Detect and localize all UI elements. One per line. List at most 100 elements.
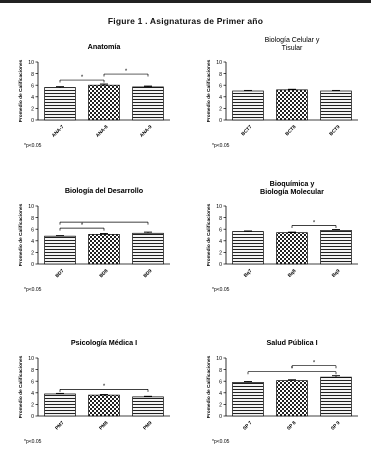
chart-anatomia: Anatomía 0 2 4 6 8 10 Promedio de Calificacione… [4, 38, 180, 156]
bar-ana-8 [89, 85, 120, 120]
chart-title: Biología del Desarrollo [65, 186, 144, 195]
y-tick-label: 10 [216, 60, 222, 66]
bar-sp-7 [233, 382, 264, 416]
y-tick-label: 0 [31, 262, 34, 268]
page-top-edge [0, 0, 371, 8]
x-tick-label: SP 9 [330, 420, 342, 432]
y-axis-label: Promedio de Calificaciones [206, 355, 212, 418]
y-tick-label: 4 [31, 95, 34, 101]
y-tick-label: 2 [219, 403, 222, 409]
x-tick-label: BD8 [98, 268, 109, 279]
chart-title: Psicología Médica I [71, 338, 137, 347]
chart-title-line: Tisular [282, 45, 303, 52]
x-tick-label: SP 7 [242, 420, 254, 432]
y-tick-label: 10 [216, 204, 222, 210]
chart-title: Anatomía [88, 42, 122, 51]
y-tick-label: 8 [31, 216, 34, 222]
x-tick-label: BCT9 [328, 124, 341, 137]
x-tick-label: BD7 [54, 268, 65, 279]
figure-title: Figure 1 . Asignaturas de Primer año [0, 16, 371, 26]
bar-pm8 [89, 395, 120, 416]
y-tick-label: 2 [219, 107, 222, 113]
x-tick-label: PM9 [142, 420, 153, 431]
y-axis-label: Promedio de Calificaciones [206, 203, 212, 266]
x-tick-label: Bq7 [243, 268, 254, 279]
chart-title-line: Biología del Desarrollo [65, 186, 144, 195]
footnote: *p<0.05 [212, 143, 230, 149]
x-tick-label: Bq8 [287, 268, 298, 279]
x-tick-label: PM8 [98, 420, 109, 431]
y-tick-label: 10 [28, 60, 34, 66]
y-tick-label: 2 [31, 403, 34, 409]
chart-title-line: Biología Molecular [260, 187, 324, 196]
y-tick-label: 10 [216, 356, 222, 362]
y-tick-label: 4 [219, 95, 222, 101]
bar-sp-8 [277, 381, 308, 416]
y-tick-label: 0 [31, 414, 34, 420]
y-tick-label: 0 [219, 262, 222, 268]
y-tick-label: 10 [28, 356, 34, 362]
chart-title-line: Psicología Médica I [71, 338, 137, 347]
x-tick-label: Bq9 [331, 268, 342, 279]
chart-title: Bioquímica y Biología Molecular [260, 179, 324, 196]
bar-sp-9 [321, 377, 352, 416]
y-tick-label: 6 [31, 83, 34, 89]
bar-bd9 [133, 233, 164, 264]
chart-salud-publica: Salud Pública I 0 2 4 6 8 10 Promedio de Califi… [192, 334, 368, 460]
bar-ana-9 [133, 87, 164, 120]
footnote: *p<0.05 [24, 143, 42, 149]
bar-bq9 [321, 230, 352, 264]
y-tick-label: 0 [31, 118, 34, 124]
y-tick-label: 4 [31, 391, 34, 397]
chart-bioquimica: Bioquímica y Biología Molecular 0 2 4 6 8 10 Pro… [192, 182, 368, 300]
bar-bq8 [277, 233, 308, 264]
y-tick-label: 10 [28, 204, 34, 210]
bar-bq7 [233, 232, 264, 264]
y-axis-label: Promedio de Calificaciones [18, 59, 24, 122]
y-tick-label: 6 [31, 379, 34, 385]
chart-title: Biología Celular y Tisular [265, 37, 320, 52]
bar-bct9 [321, 91, 352, 120]
x-tick-label: ANA-8 [95, 124, 110, 139]
footnote: *p<0.05 [24, 439, 42, 445]
y-tick-label: 8 [31, 72, 34, 78]
bar-pm7 [45, 394, 76, 416]
y-tick-label: 8 [31, 368, 34, 374]
chart-biologia-desarrollo: Biología del Desarrollo 0 2 4 6 8 10 Promedio d… [4, 182, 180, 300]
y-axis-label: Promedio de Calificaciones [206, 59, 212, 122]
bar-pm9 [133, 397, 164, 416]
x-tick-label: ANA-9 [139, 124, 154, 139]
x-tick-label: BCT7 [240, 124, 253, 137]
y-tick-label: 0 [219, 118, 222, 124]
chart-title-line: Salud Pública I [266, 338, 317, 347]
x-tick-label: SP 8 [286, 420, 298, 432]
y-tick-label: 4 [31, 239, 34, 245]
y-tick-label: 6 [31, 227, 34, 233]
footnote: *p<0.05 [212, 287, 230, 293]
y-tick-label: 8 [219, 72, 222, 78]
y-tick-label: 2 [31, 251, 34, 257]
y-tick-label: 6 [219, 227, 222, 233]
y-tick-label: 4 [219, 239, 222, 245]
bar-bd7 [45, 236, 76, 264]
bar-bct8 [277, 90, 308, 120]
x-tick-label: ANA-7 [51, 124, 66, 139]
chart-title-line: Anatomía [88, 42, 122, 51]
footnote: *p<0.05 [24, 287, 42, 293]
y-tick-label: 6 [219, 83, 222, 89]
x-tick-label: BCT8 [284, 124, 297, 137]
y-axis-label: Promedio de Calificaciones [18, 355, 24, 418]
chart-psicologia-medica: Psicología Médica I 0 2 4 6 8 10 Promedio de Ca… [4, 334, 180, 460]
chart-biologia-celular: Biología Celular y Tisular 0 2 4 6 8 10 Promedio… [192, 38, 368, 156]
y-tick-label: 4 [219, 391, 222, 397]
chart-title-line: Biología Celular y [265, 37, 320, 44]
bar-bct7 [233, 91, 264, 120]
x-tick-label: PM7 [54, 420, 65, 431]
bar-bd8 [89, 234, 120, 264]
bar-ana-7 [45, 88, 76, 120]
y-tick-label: 2 [31, 107, 34, 113]
y-tick-label: 8 [219, 368, 222, 374]
y-tick-label: 6 [219, 379, 222, 385]
y-tick-label: 0 [219, 414, 222, 420]
y-tick-label: 8 [219, 216, 222, 222]
